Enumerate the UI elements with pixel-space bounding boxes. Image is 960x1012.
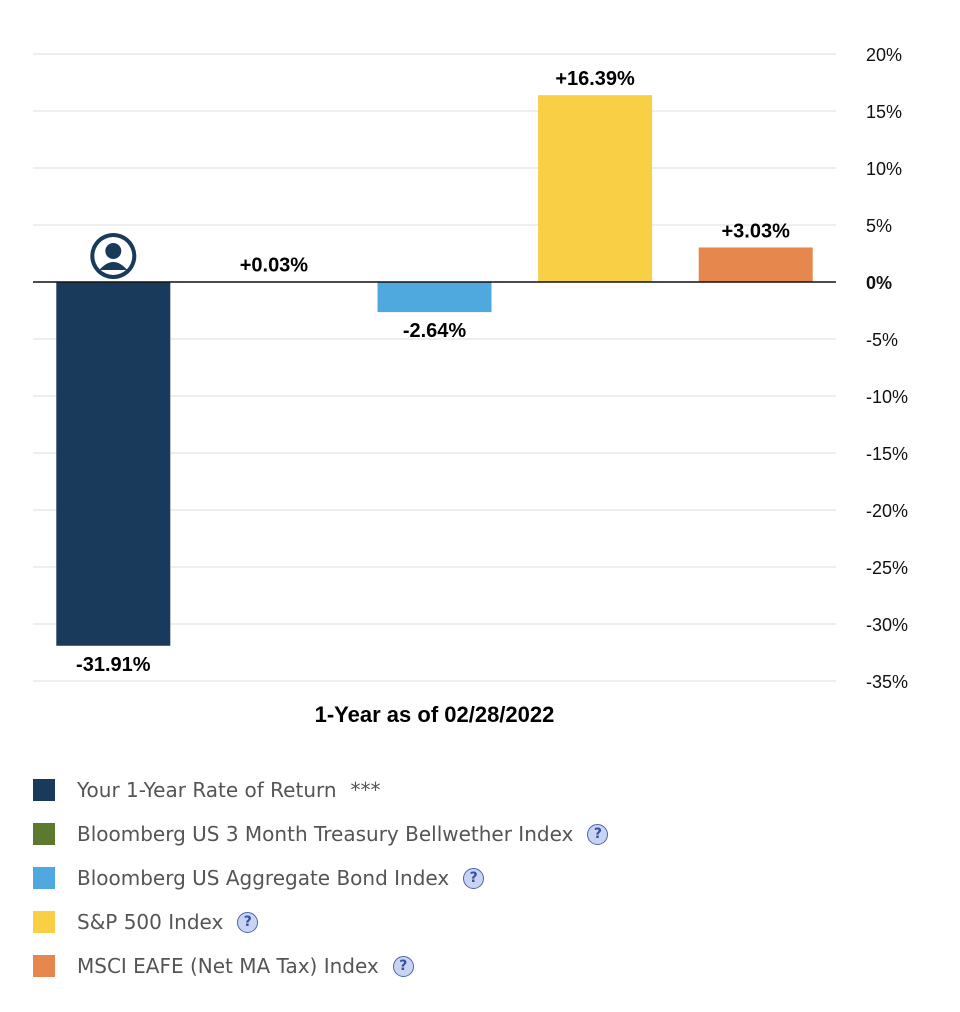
- legend-swatch: [33, 779, 55, 801]
- y-tick-label: -20%: [866, 501, 908, 521]
- legend-swatch: [33, 867, 55, 889]
- y-tick-label: -25%: [866, 558, 908, 578]
- help-icon[interactable]: ?: [587, 823, 609, 845]
- bar-1: [56, 282, 171, 646]
- y-tick-label: -30%: [866, 615, 908, 635]
- y-tick-label: 20%: [866, 45, 902, 65]
- legend-item-1: Your 1-Year Rate of Return ***: [33, 768, 608, 812]
- legend-item-2: Bloomberg US 3 Month Treasury Bellwether…: [33, 812, 609, 856]
- legend: Your 1-Year Rate of Return *** Bloomberg U…: [33, 768, 609, 988]
- help-icon[interactable]: ?: [392, 955, 414, 977]
- data-label-5: +3.03%: [722, 220, 791, 242]
- y-axis-ticks: 20% 15% 10% 5% 0% -5% -10% -15% -20% -25% -30% -35%: [866, 45, 908, 692]
- bar-5: [698, 247, 813, 282]
- help-icon[interactable]: ?: [237, 911, 259, 933]
- legend-footnote-marker: ***: [350, 778, 381, 802]
- legend-label: Bloomberg US 3 Month Treasury Bellwether…: [77, 822, 574, 846]
- data-label-3: -2.64%: [403, 320, 467, 342]
- bar-3: [377, 282, 492, 313]
- y-tick-label: 10%: [866, 159, 902, 179]
- legend-item-4: S&P 500 Index?: [33, 900, 608, 944]
- y-tick-label: 0%: [866, 273, 892, 293]
- legend-label: MSCI EAFE (Net MA Tax) Index: [77, 954, 379, 978]
- y-tick-label: 5%: [866, 216, 892, 236]
- legend-swatch: [33, 911, 55, 933]
- legend-label: Bloomberg US Aggregate Bond Index: [77, 866, 450, 890]
- bar-4: [538, 95, 653, 283]
- data-label-2: +0.03%: [240, 255, 309, 277]
- legend-swatch: [33, 823, 55, 845]
- legend-label: Your 1-Year Rate of Return: [77, 778, 337, 802]
- legend-item-5: MSCI EAFE (Net MA Tax) Index?: [33, 944, 608, 988]
- data-labels: -31.91% +0.03% -2.64% +16.39% +3.03%: [76, 68, 790, 676]
- y-tick-label: -15%: [866, 444, 908, 464]
- user-avatar-icon: [90, 233, 137, 279]
- y-tick-label: -10%: [866, 387, 908, 407]
- y-tick-label: -35%: [866, 672, 908, 692]
- legend-swatch: [33, 955, 55, 977]
- legend-item-3: Bloomberg US Aggregate Bond Index?: [33, 856, 608, 900]
- y-tick-label: -5%: [866, 330, 898, 350]
- y-tick-label: 15%: [866, 102, 902, 122]
- data-label-4: +16.39%: [555, 68, 635, 90]
- legend-label: S&P 500 Index: [77, 910, 224, 934]
- help-icon[interactable]: ?: [463, 867, 485, 889]
- data-label-1: -31.91%: [76, 654, 151, 676]
- bars: [56, 95, 813, 646]
- bar-chart: -31.91% +0.03% -2.64% +16.39% +3.03% 20% 15% 1…: [33, 45, 908, 692]
- x-axis-label: 1-Year as of 02/28/2022: [314, 702, 555, 727]
